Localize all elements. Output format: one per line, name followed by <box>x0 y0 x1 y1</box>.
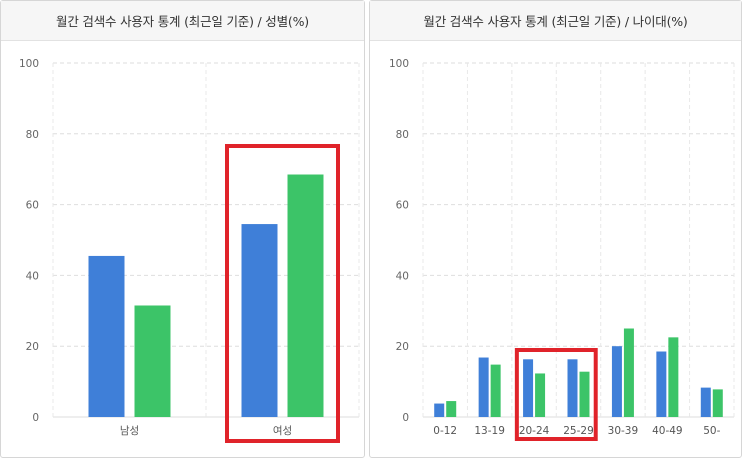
bar-25-29-series-1 <box>567 359 578 417</box>
bar-여성-series-2 <box>287 174 324 417</box>
bar-25-29-series-2 <box>579 371 590 417</box>
bar-50--series-2 <box>712 389 723 417</box>
x-tick-label: 남성 <box>120 425 139 437</box>
bar-남성-series-1 <box>88 255 125 417</box>
bar-40-49-series-1 <box>656 351 667 417</box>
y-tick-label: 100 <box>19 58 39 70</box>
gender-chart-title: 월간 검색수 사용자 통계 (최근일 기준) / 성별(%) <box>1 1 364 41</box>
bar-13-19-series-2 <box>490 364 501 417</box>
x-tick-label: 0-12 <box>433 425 457 437</box>
bar-50--series-1 <box>700 387 711 417</box>
x-tick-label: 여성 <box>273 425 292 437</box>
x-tick-label: 40-49 <box>652 425 683 437</box>
bar-13-19-series-1 <box>478 357 489 417</box>
y-tick-label: 0 <box>402 412 409 424</box>
x-tick-label: 20-24 <box>519 425 550 437</box>
bar-30-39-series-2 <box>623 328 634 417</box>
bar-40-49-series-2 <box>668 337 679 417</box>
bar-30-39-series-1 <box>611 346 622 417</box>
age-chart-title: 월간 검색수 사용자 통계 (최근일 기준) / 나이대(%) <box>370 1 741 41</box>
age-chart-panel: 월간 검색수 사용자 통계 (최근일 기준) / 나이대(%) 0 20 40 60 8… <box>369 0 742 458</box>
bar-0-12-series-2 <box>446 401 457 417</box>
bar-0-12-series-1 <box>434 403 445 417</box>
bar-남성-series-2 <box>134 305 171 417</box>
bar-20-24-series-1 <box>523 359 534 417</box>
bar-20-24-series-2 <box>535 373 546 417</box>
x-tick-label: 25-29 <box>563 425 594 437</box>
bar-여성-series-1 <box>241 224 278 417</box>
y-tick-label: 100 <box>389 58 409 70</box>
highlight-box <box>225 144 340 443</box>
gender-chart-panel: 월간 검색수 사용자 통계 (최근일 기준) / 성별(%) 0 20 40 60 80… <box>0 0 365 458</box>
y-tick-label: 0 <box>32 412 39 424</box>
y-tick-label: 40 <box>26 270 39 282</box>
x-tick-label: 30-39 <box>608 425 639 437</box>
y-tick-label: 40 <box>396 270 409 282</box>
gender-bar-chart: 0 20 40 60 80 100 남성 여성 <box>19 58 360 443</box>
y-tick-label: 80 <box>396 129 409 141</box>
age-bar-chart: 0 20 40 60 80 100 0-12 13-19 20-24 25-29 30-39 40-4… <box>389 58 735 441</box>
y-tick-label: 60 <box>26 200 39 212</box>
y-tick-label: 20 <box>396 341 409 353</box>
y-tick-label: 60 <box>396 200 409 212</box>
x-tick-label: 50- <box>703 425 720 437</box>
y-tick-label: 80 <box>26 129 39 141</box>
highlight-box <box>514 348 598 441</box>
x-tick-label: 13-19 <box>474 425 505 437</box>
y-tick-label: 20 <box>26 341 39 353</box>
